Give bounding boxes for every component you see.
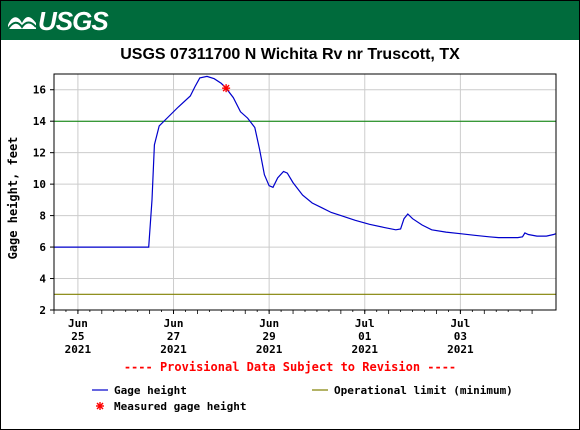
x-tick-label: 2021 [160,343,187,356]
x-tick-label: 29 [263,330,276,343]
measured-gage-height-marker [222,84,231,93]
y-tick-label: 10 [33,178,46,191]
y-tick-label: 16 [33,84,47,97]
y-tick-label: 4 [39,273,46,286]
x-tick-label: Jun [164,317,184,330]
y-tick-label: 14 [33,115,47,128]
legend-star-icon [96,402,104,410]
x-tick-label: 2021 [352,343,379,356]
y-tick-label: 8 [39,210,46,223]
usgs-logo-icon [7,17,37,30]
banner-background [1,1,579,40]
x-tick-label: Jul [450,317,470,330]
y-tick-label: 6 [39,241,46,254]
legend-label: Gage height [114,384,187,397]
x-tick-label: 25 [71,330,84,343]
legend-label: Operational limit (minimum) [334,384,513,397]
chart-title: USGS 07311700 N Wichita Rv nr Truscott, … [120,46,460,63]
plot-background [54,74,556,310]
x-tick-label: 27 [167,330,180,343]
plot-area: 246810121416Jun252021Jun272021Jun292021J… [33,73,557,356]
y-tick-label: 2 [39,304,46,317]
x-tick-label: 2021 [447,343,474,356]
legend-label: Measured gage height [114,400,246,413]
x-tick-label: 2021 [256,343,283,356]
x-tick-label: Jun [259,317,279,330]
x-tick-label: 03 [454,330,467,343]
provisional-notice: ---- Provisional Data Subject to Revisio… [124,360,456,374]
x-tick-label: Jun [68,317,88,330]
x-tick-label: 01 [358,330,372,343]
usgs-logo-text: USGS [38,6,109,36]
y-axis-label: Gage height, feet [6,137,20,260]
plot-border [53,73,557,311]
x-tick-label: 2021 [65,343,92,356]
y-tick-label: 12 [33,147,46,160]
legend: Gage height Operational limit (minimum) Me… [92,384,513,413]
x-tick-label: Jul [355,317,375,330]
series-line-gage-height [54,75,557,248]
